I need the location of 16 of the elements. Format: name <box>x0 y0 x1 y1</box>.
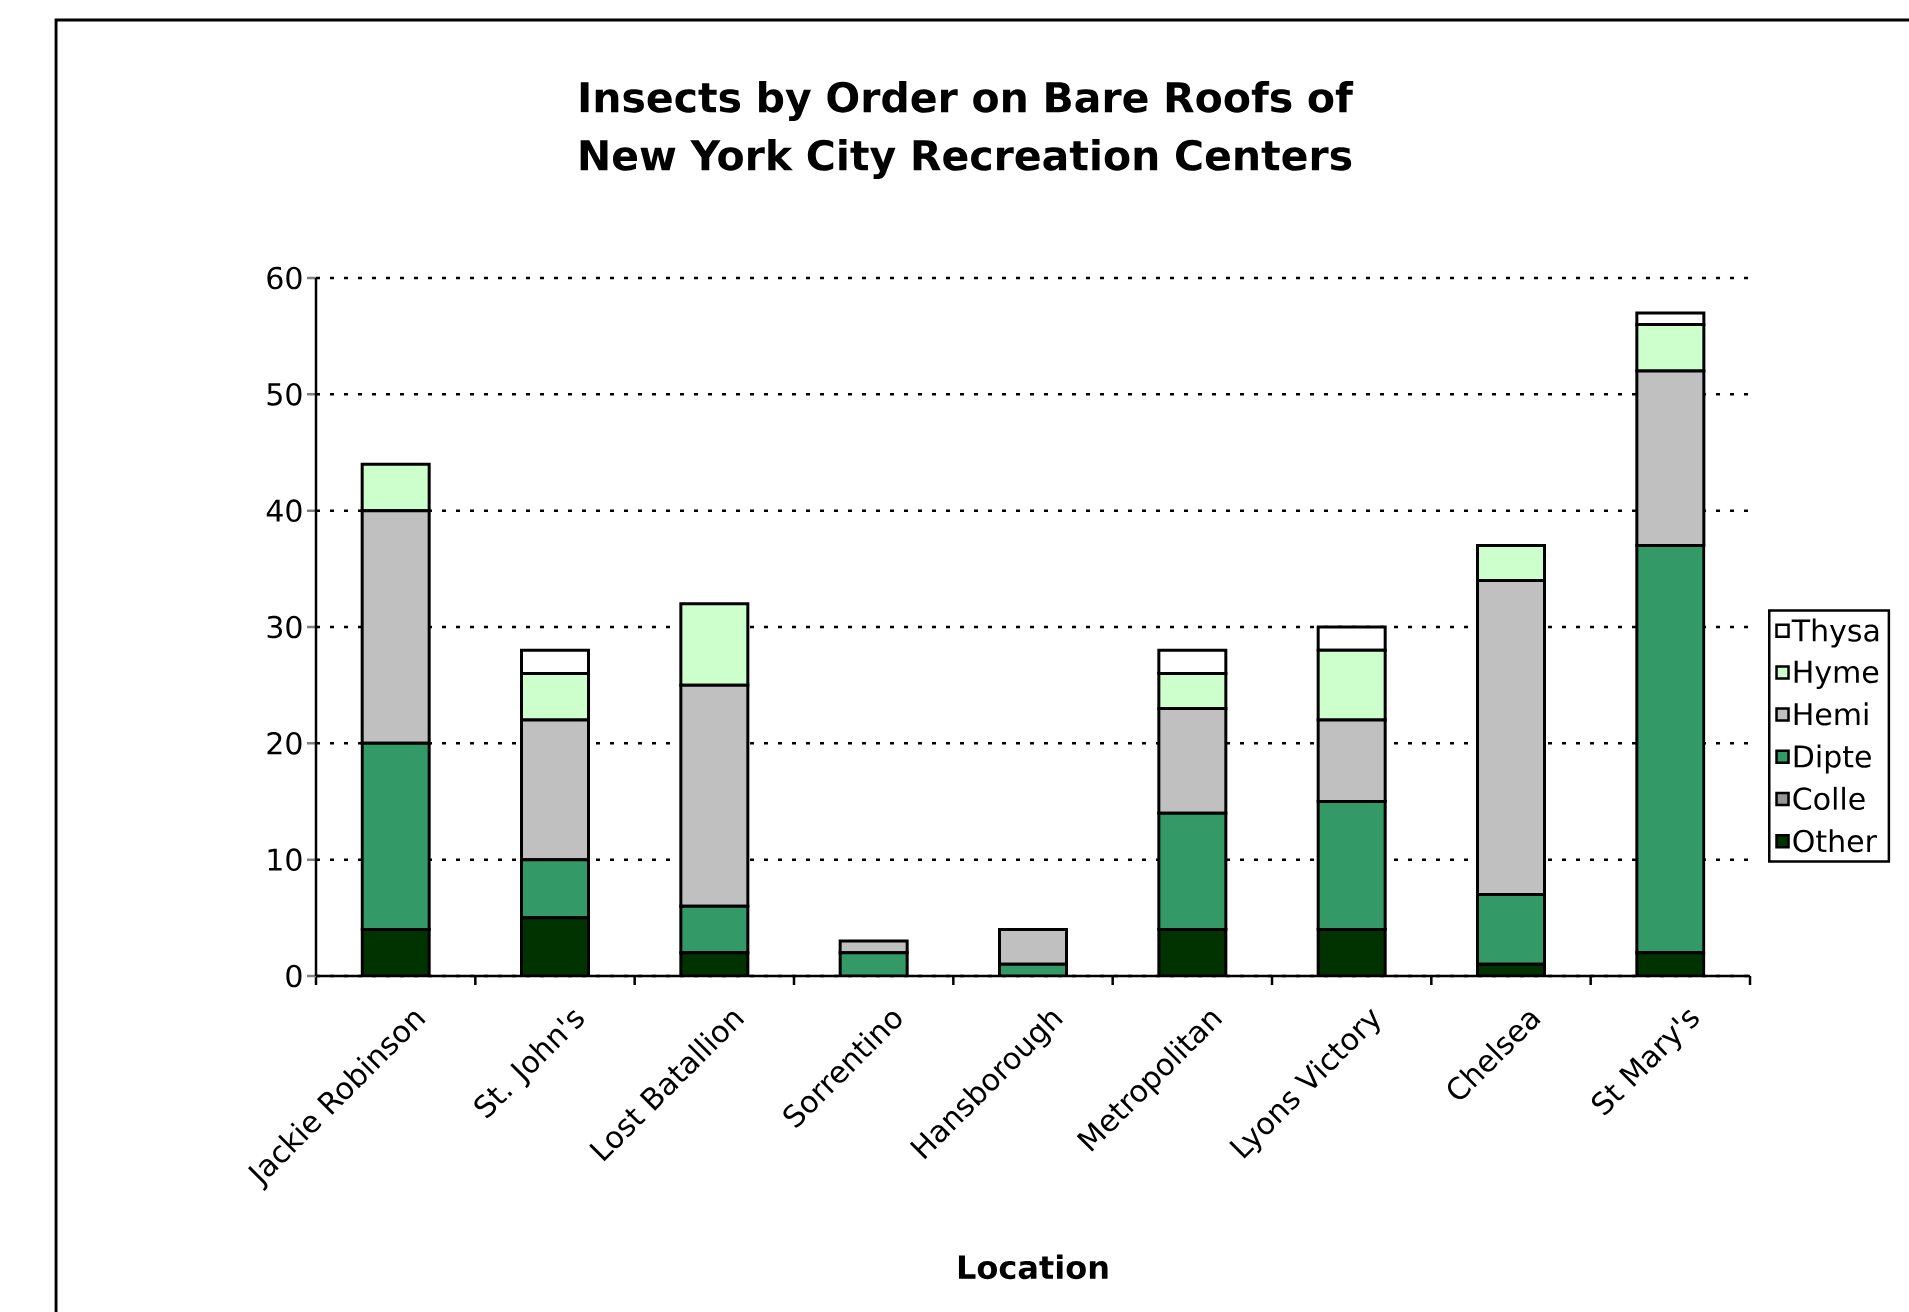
x-axis-title: Location <box>958 1254 1108 1280</box>
legend-label: Thysa <box>1791 618 1879 648</box>
chart-title: Insects by Order on Bare Roofs of New York City Recreation Centers <box>580 80 1354 179</box>
y-tick-label: 20 <box>267 731 302 755</box>
legend-label: Dipte <box>1794 744 1871 774</box>
y-tick-label: 10 <box>268 848 302 872</box>
y-tick-label: 50 <box>267 382 302 406</box>
legend-label: Hemi <box>1794 702 1868 726</box>
y-tick-label: 30 <box>267 615 302 639</box>
y-tick-label: 40 <box>266 499 302 523</box>
bar <box>998 927 1069 966</box>
y-tick-label: 60 <box>267 266 302 290</box>
legend-label: Other <box>1793 829 1877 853</box>
legend-label: Colle <box>1793 786 1865 811</box>
legend-label: Hyme <box>1794 660 1879 689</box>
y-tick-label: 0 <box>286 964 302 988</box>
